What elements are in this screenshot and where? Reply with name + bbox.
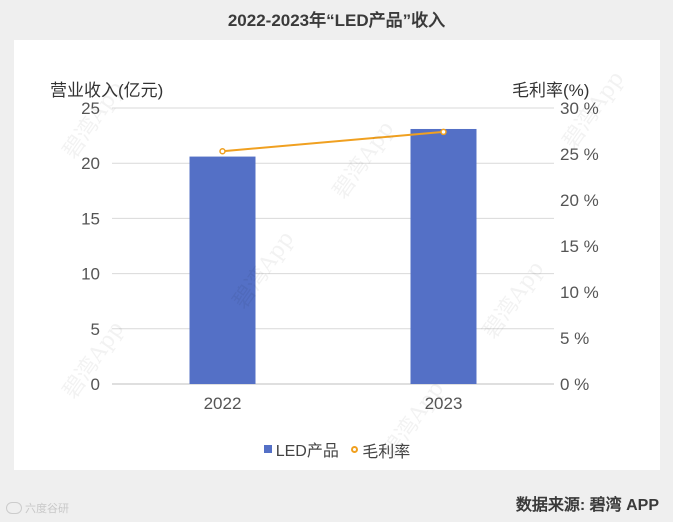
- x-tick-label: 2023: [425, 394, 463, 413]
- y-tick-label: 20: [81, 154, 100, 173]
- y2-tick-label: 5 %: [560, 329, 589, 348]
- legend: LED产品 毛利率: [14, 437, 660, 462]
- corner-logo: 六度谷研: [6, 500, 69, 516]
- bar: [189, 156, 256, 384]
- y-tick-label: 10: [81, 265, 100, 284]
- y2-tick-label: 15 %: [560, 237, 599, 256]
- line-point: [440, 128, 447, 136]
- y2-tick-label: 25 %: [560, 145, 599, 164]
- y2-tick-label: 10 %: [560, 283, 599, 302]
- legend-swatch-line: [351, 446, 359, 453]
- legend-item-line: 毛利率: [351, 438, 410, 462]
- y2-tick-label: 0 %: [560, 375, 589, 394]
- y2-tick-label: 30 %: [560, 99, 599, 118]
- y2-tick-label: 20 %: [560, 191, 599, 210]
- y-axis-title-right: 毛利率(%): [512, 81, 590, 100]
- source-note: 数据来源: 碧湾 APP: [515, 497, 659, 514]
- bar: [410, 128, 477, 384]
- legend-label-line: 毛利率: [362, 443, 411, 461]
- y-axis-title-left: 营业收入(亿元): [50, 81, 164, 100]
- chart-panel: 营业收入(亿元) 毛利率(%) 0 5 10 15 20 25 0 % 5 % 10 % 15 %…: [14, 40, 660, 470]
- y-tick-label: 25: [81, 99, 100, 118]
- legend-label-bar: LED产品: [275, 443, 339, 460]
- legend-item-bar: LED产品: [263, 437, 339, 461]
- logo-mark-icon: [6, 502, 22, 514]
- legend-swatch-bar: [263, 445, 272, 453]
- corner-logo-text: 六度谷研: [25, 503, 69, 515]
- y-tick-label: 5: [91, 320, 100, 339]
- watermark-text: 碧湾App: [478, 257, 549, 343]
- y-tick-label: 0: [91, 375, 100, 394]
- x-tick-label: 2022: [204, 394, 242, 413]
- series-line: [222, 130, 444, 153]
- y-tick-label: 15: [81, 209, 100, 228]
- line-point: [219, 147, 226, 155]
- watermark-text: 碧湾App: [328, 117, 399, 203]
- chart-title: 2022-2023年“LED产品”收入: [227, 11, 446, 30]
- chart-plot: 0 5 10 15 20 25 0 % 5 % 10 % 15 % 20 % 25 % 30 % 2022…: [58, 67, 629, 463]
- watermark-text: 碧湾App: [58, 77, 129, 163]
